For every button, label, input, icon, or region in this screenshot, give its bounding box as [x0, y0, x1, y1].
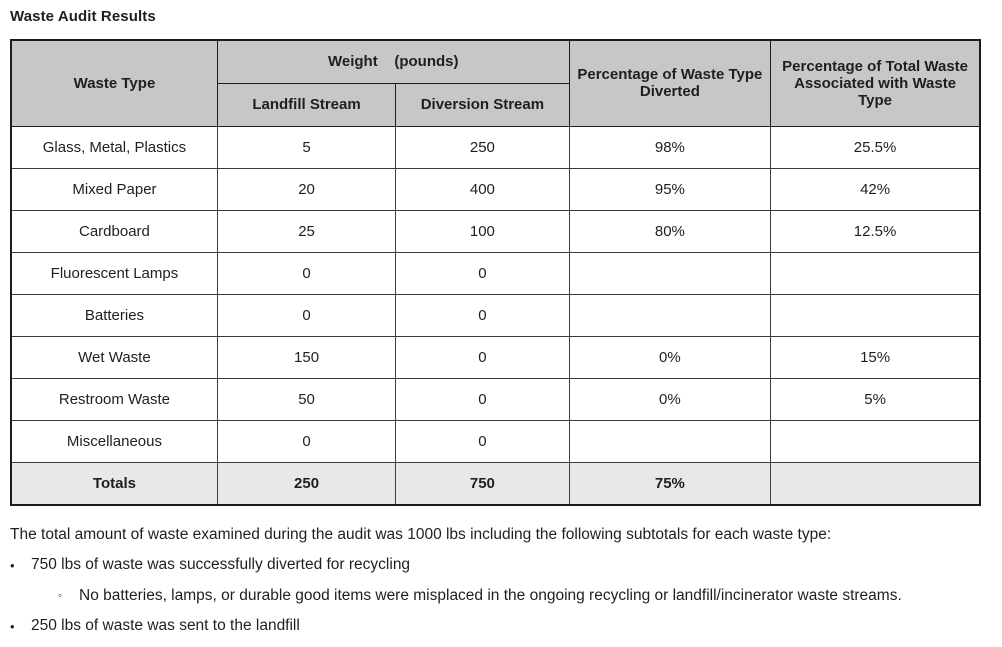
cell-pct-total: 15% — [770, 335, 981, 379]
cell-waste-type: Miscellaneous — [10, 419, 218, 463]
totals-pct-diverted: 75% — [568, 461, 772, 506]
header-row-1: Waste Type Weight (pounds) Percentage of… — [10, 39, 981, 127]
table-row: Mixed Paper 20 400 95% 42% — [10, 167, 981, 211]
notes-intro: The total amount of waste examined durin… — [10, 526, 832, 543]
table-row: Miscellaneous 0 0 — [10, 419, 981, 463]
cell-diversion: 250 — [395, 125, 570, 169]
header-pct-diverted: Percentage of Waste Type Diverted — [568, 39, 772, 127]
header-row-2: Landfill Stream Diversion Stream — [11, 82, 980, 127]
cell-landfill: 0 — [216, 419, 397, 463]
cell-waste-type: Wet Waste — [10, 335, 218, 379]
list-item: ◦ No batteries, lamps, or durable good i… — [10, 587, 992, 606]
cell-diversion: 0 — [395, 335, 570, 379]
table-row: Cardboard 25 100 80% 12.5% — [10, 209, 981, 253]
waste-audit-table: Waste Type Weight (pounds) Percentage of… — [10, 39, 981, 506]
totals-landfill: 250 — [216, 461, 397, 506]
cell-waste-type: Mixed Paper — [10, 167, 218, 211]
header-diversion-stream: Diversion Stream — [395, 82, 570, 127]
table-row: Glass, Metal, Plastics 5 250 98% 25.5% — [10, 125, 981, 169]
list-item-text: 250 lbs of waste was sent to the landfil… — [31, 617, 300, 634]
notes-section: The total amount of waste examined durin… — [10, 526, 992, 637]
cell-diversion: 400 — [395, 167, 570, 211]
cell-pct-diverted: 0% — [568, 377, 772, 421]
cell-landfill: 150 — [216, 335, 397, 379]
bullet-icon: • — [10, 558, 15, 573]
cell-landfill: 50 — [216, 377, 397, 421]
cell-landfill: 0 — [216, 293, 397, 337]
cell-pct-diverted — [568, 419, 772, 463]
table-row: Fluorescent Lamps 0 0 — [10, 251, 981, 295]
header-pct-total: Percentage of Total Waste Associated wit… — [770, 39, 981, 127]
bullet-icon: • — [10, 619, 15, 634]
totals-label: Totals — [10, 461, 218, 506]
totals-diversion: 750 — [395, 461, 570, 506]
header-weight-group: Weight (pounds) — [216, 39, 570, 84]
cell-pct-diverted: 95% — [568, 167, 772, 211]
cell-landfill: 5 — [216, 125, 397, 169]
cell-pct-diverted — [568, 251, 772, 295]
cell-pct-total — [770, 251, 981, 295]
cell-waste-type: Restroom Waste — [10, 377, 218, 421]
totals-row: Totals 250 750 75% — [10, 461, 981, 506]
list-item-text: No batteries, lamps, or durable good ite… — [79, 587, 902, 604]
table-row: Batteries 0 0 — [10, 293, 981, 337]
cell-landfill: 20 — [216, 167, 397, 211]
cell-waste-type: Glass, Metal, Plastics — [10, 125, 218, 169]
cell-diversion: 0 — [395, 377, 570, 421]
cell-diversion: 0 — [395, 251, 570, 295]
list-item: • 250 lbs of waste was sent to the landf… — [10, 617, 992, 637]
cell-pct-diverted — [568, 293, 772, 337]
list-item: • 750 lbs of waste was successfully dive… — [10, 556, 992, 576]
cell-landfill: 0 — [216, 251, 397, 295]
page-title: Waste Audit Results — [10, 8, 156, 25]
cell-pct-diverted: 0% — [568, 335, 772, 379]
cell-pct-diverted: 98% — [568, 125, 772, 169]
cell-waste-type: Batteries — [10, 293, 218, 337]
cell-pct-total: 42% — [770, 167, 981, 211]
cell-diversion: 0 — [395, 419, 570, 463]
list-item-text: 750 lbs of waste was successfully divert… — [31, 556, 411, 573]
header-landfill-stream: Landfill Stream — [216, 82, 397, 127]
cell-waste-type: Fluorescent Lamps — [10, 251, 218, 295]
cell-pct-total — [770, 419, 981, 463]
cell-diversion: 100 — [395, 209, 570, 253]
cell-pct-total — [770, 293, 981, 337]
header-waste-type: Waste Type — [10, 39, 218, 127]
cell-landfill: 25 — [216, 209, 397, 253]
cell-pct-diverted: 80% — [568, 209, 772, 253]
cell-waste-type: Cardboard — [10, 209, 218, 253]
totals-pct-total — [770, 461, 981, 506]
cell-pct-total: 12.5% — [770, 209, 981, 253]
cell-diversion: 0 — [395, 293, 570, 337]
sub-bullet-icon: ◦ — [58, 590, 62, 602]
cell-pct-total: 5% — [770, 377, 981, 421]
table-row: Restroom Waste 50 0 0% 5% — [10, 377, 981, 421]
cell-pct-total: 25.5% — [770, 125, 981, 169]
table-row: Wet Waste 150 0 0% 15% — [10, 335, 981, 379]
